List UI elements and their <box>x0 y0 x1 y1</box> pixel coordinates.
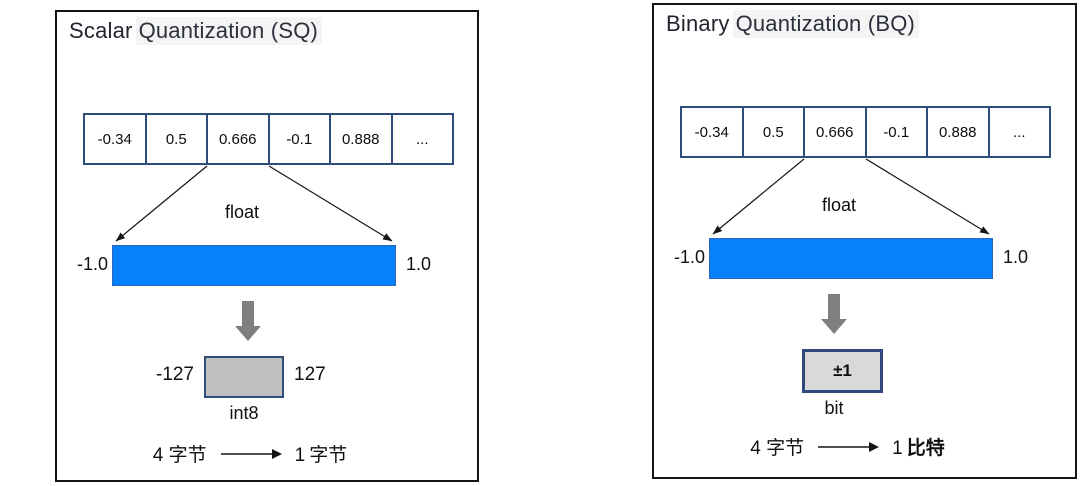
range-max-label: 1.0 <box>406 254 432 274</box>
vector-cell: -0.1 <box>864 106 928 158</box>
size-comparison-row: 4 字节 1 比特 <box>654 433 1075 460</box>
int8-box <box>204 356 284 398</box>
panel-title-prefix: Scalar <box>69 18 133 43</box>
down-arrow-icon <box>235 301 261 341</box>
scalar-quantization-panel: Scalar Quantization (SQ) -0.34 0.5 0.666 … <box>55 10 479 482</box>
range-min-label: -1.0 <box>673 247 705 267</box>
vector-cell: 0.888 <box>329 113 393 165</box>
right-arrow-icon <box>818 441 880 452</box>
vector-cell: 0.666 <box>803 106 867 158</box>
quant-max-label: 127 <box>294 364 326 385</box>
bit-box: ±1 <box>802 349 883 393</box>
vector-cell: -0.1 <box>267 113 331 165</box>
size-after-label: 1 字节 <box>294 445 348 466</box>
vector-cell: -0.34 <box>680 106 744 158</box>
range-max-label: 1.0 <box>1003 247 1029 267</box>
range-min-label: -1.0 <box>76 254 108 274</box>
vector-cell: 0.888 <box>926 106 990 158</box>
panel-title-prefix: Binary <box>666 11 730 36</box>
float-type-label: float <box>224 202 260 222</box>
quant-type-label: int8 <box>229 403 259 423</box>
right-arrow-icon <box>220 448 282 459</box>
bit-box-label: ±1 <box>833 361 852 380</box>
vector-cell: ... <box>390 113 454 165</box>
size-comparison-row: 4 字节 1 字节 <box>57 440 477 467</box>
float-range-bar <box>112 245 396 286</box>
binary-quantization-panel: Binary Quantization (BQ) -0.34 0.5 0.666 … <box>652 3 1077 479</box>
vector-cell: 0.666 <box>206 113 270 165</box>
size-before-label: 4 字节 <box>152 445 207 466</box>
vector-cell-row: -0.34 0.5 0.666 -0.1 0.888 ... <box>83 113 454 165</box>
down-arrow-icon <box>821 294 847 334</box>
panel-title-rest: Quantization (SQ) <box>135 17 323 45</box>
vector-cell: -0.34 <box>83 113 147 165</box>
size-before-label: 4 字节 <box>750 438 805 459</box>
vector-cell: 0.5 <box>741 106 805 158</box>
float-type-label: float <box>821 195 857 215</box>
panel-title-rest: Quantization (BQ) <box>732 10 920 38</box>
panel-title: Scalar Quantization (SQ) <box>69 17 323 45</box>
vector-cell: ... <box>987 106 1051 158</box>
vector-cell-row: -0.34 0.5 0.666 -0.1 0.888 ... <box>680 106 1051 158</box>
vector-cell: 0.5 <box>144 113 208 165</box>
float-range-bar <box>709 238 993 279</box>
size-after-label: 1 比特 <box>892 438 945 459</box>
panel-title: Binary Quantization (BQ) <box>666 10 920 38</box>
quant-min-label: -127 <box>155 364 194 385</box>
quant-type-label: bit <box>824 398 844 418</box>
